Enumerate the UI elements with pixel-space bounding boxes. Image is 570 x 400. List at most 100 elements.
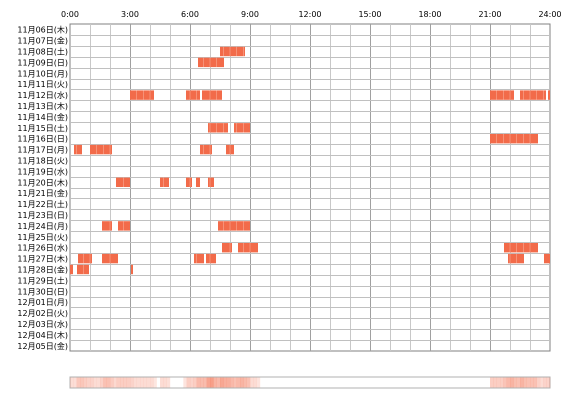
- summary-cell: [120, 377, 124, 388]
- activity-segment: [131, 264, 133, 275]
- summary-cell: [130, 377, 134, 388]
- date-label: 12月03日(水): [17, 319, 68, 329]
- summary-cell: [256, 377, 261, 388]
- hour-tick-label: 24:00: [538, 10, 561, 19]
- summary-cell: [253, 377, 257, 388]
- summary-cell: [536, 377, 541, 388]
- summary-cell: [73, 377, 77, 388]
- summary-cell: [153, 377, 157, 388]
- summary-cell: [490, 377, 494, 388]
- activity-segment: [208, 177, 214, 187]
- summary-cell: [93, 377, 97, 388]
- summary-cell: [226, 377, 231, 388]
- hour-tick-label: 15:00: [358, 10, 381, 19]
- summary-cell: [96, 377, 101, 388]
- date-label: 11月22日(土): [17, 199, 68, 209]
- summary-cell: [103, 377, 107, 388]
- activity-segment: [222, 243, 232, 253]
- date-label: 11月06日(木): [17, 25, 68, 35]
- activity-segment: [200, 144, 212, 155]
- date-label: 11月16日(日): [17, 135, 68, 144]
- summary-cell: [146, 377, 151, 388]
- summary-cell: [183, 377, 187, 388]
- date-label: 11月12日(水): [17, 90, 68, 100]
- date-label: 11月08日(土): [17, 47, 68, 57]
- hour-tick-label: 3:00: [121, 10, 139, 19]
- summary-cell: [186, 377, 191, 388]
- summary-cell: [223, 377, 227, 388]
- summary-cell: [193, 377, 197, 388]
- activity-segment: [520, 90, 546, 100]
- hour-tick-label: 18:00: [418, 10, 441, 19]
- activity-segment: [102, 221, 112, 231]
- summary-cell: [160, 377, 164, 388]
- activity-segment: [116, 177, 130, 187]
- date-label: 11月24日(月): [17, 222, 68, 231]
- activity-segment: [118, 221, 130, 231]
- summary-cell: [510, 377, 514, 388]
- summary-cell: [506, 377, 511, 388]
- date-label: 11月29日(土): [17, 275, 68, 285]
- activity-segment: [196, 177, 200, 187]
- date-label: 11月15日(土): [17, 123, 68, 133]
- activity-segments: [70, 46, 550, 275]
- summary-cell: [543, 377, 547, 388]
- date-label: 11月11日(火): [17, 80, 68, 89]
- activity-segment: [238, 243, 258, 253]
- date-label: 12月05日(金): [17, 341, 68, 351]
- date-label: 11月18日(火): [17, 157, 68, 166]
- activity-segment: [90, 144, 112, 155]
- date-label: 11月20日(木): [17, 177, 68, 187]
- date-label: 11月30日(日): [17, 287, 68, 296]
- summary-cell: [546, 377, 551, 388]
- summary-cell: [100, 377, 104, 388]
- summary-cell: [140, 377, 144, 388]
- summary-cell: [233, 377, 237, 388]
- activity-segment: [490, 134, 538, 144]
- summary-cell: [163, 377, 167, 388]
- activity-segment: [74, 144, 82, 155]
- summary-cell: [123, 377, 127, 388]
- summary-cell: [113, 377, 117, 388]
- summary-cell: [236, 377, 241, 388]
- summary-cell: [150, 377, 154, 388]
- summary-cell: [133, 377, 137, 388]
- date-label: 11月07日(金): [17, 36, 68, 46]
- summary-cell: [136, 377, 141, 388]
- summary-cell: [240, 377, 244, 388]
- activity-segment: [70, 264, 73, 275]
- date-label: 11月25日(火): [17, 233, 68, 242]
- summary-cell: [493, 377, 497, 388]
- date-label: 11月10日(月): [17, 69, 68, 78]
- summary-cell: [523, 377, 527, 388]
- activity-segment: [186, 90, 200, 100]
- summary-cell: [166, 377, 171, 388]
- activity-segment: [544, 253, 550, 264]
- summary-cell: [210, 377, 214, 388]
- summary-cell: [110, 377, 114, 388]
- summary-cell: [200, 377, 204, 388]
- summary-cell: [76, 377, 81, 388]
- date-label: 12月01日(月): [17, 298, 68, 307]
- activity-segment: [220, 46, 245, 57]
- summary-cell: [90, 377, 94, 388]
- activity-segment: [208, 123, 228, 133]
- activity-segment: [234, 123, 250, 133]
- grid: [69, 23, 551, 352]
- activity-segment: [130, 90, 154, 100]
- summary-cell: [206, 377, 211, 388]
- activity-segment: [194, 253, 204, 264]
- summary-cell: [106, 377, 111, 388]
- summary-cell: [250, 377, 254, 388]
- activity-segment: [206, 253, 216, 264]
- summary-cell: [216, 377, 221, 388]
- activity-segment: [77, 264, 89, 275]
- date-label: 12月04日(木): [17, 330, 68, 340]
- summary-cell: [86, 377, 91, 388]
- summary-strip-frame: [69, 376, 551, 389]
- activity-segment: [490, 90, 514, 100]
- summary-cell: [246, 377, 251, 388]
- activity-segment: [78, 253, 92, 264]
- summary-cell: [533, 377, 537, 388]
